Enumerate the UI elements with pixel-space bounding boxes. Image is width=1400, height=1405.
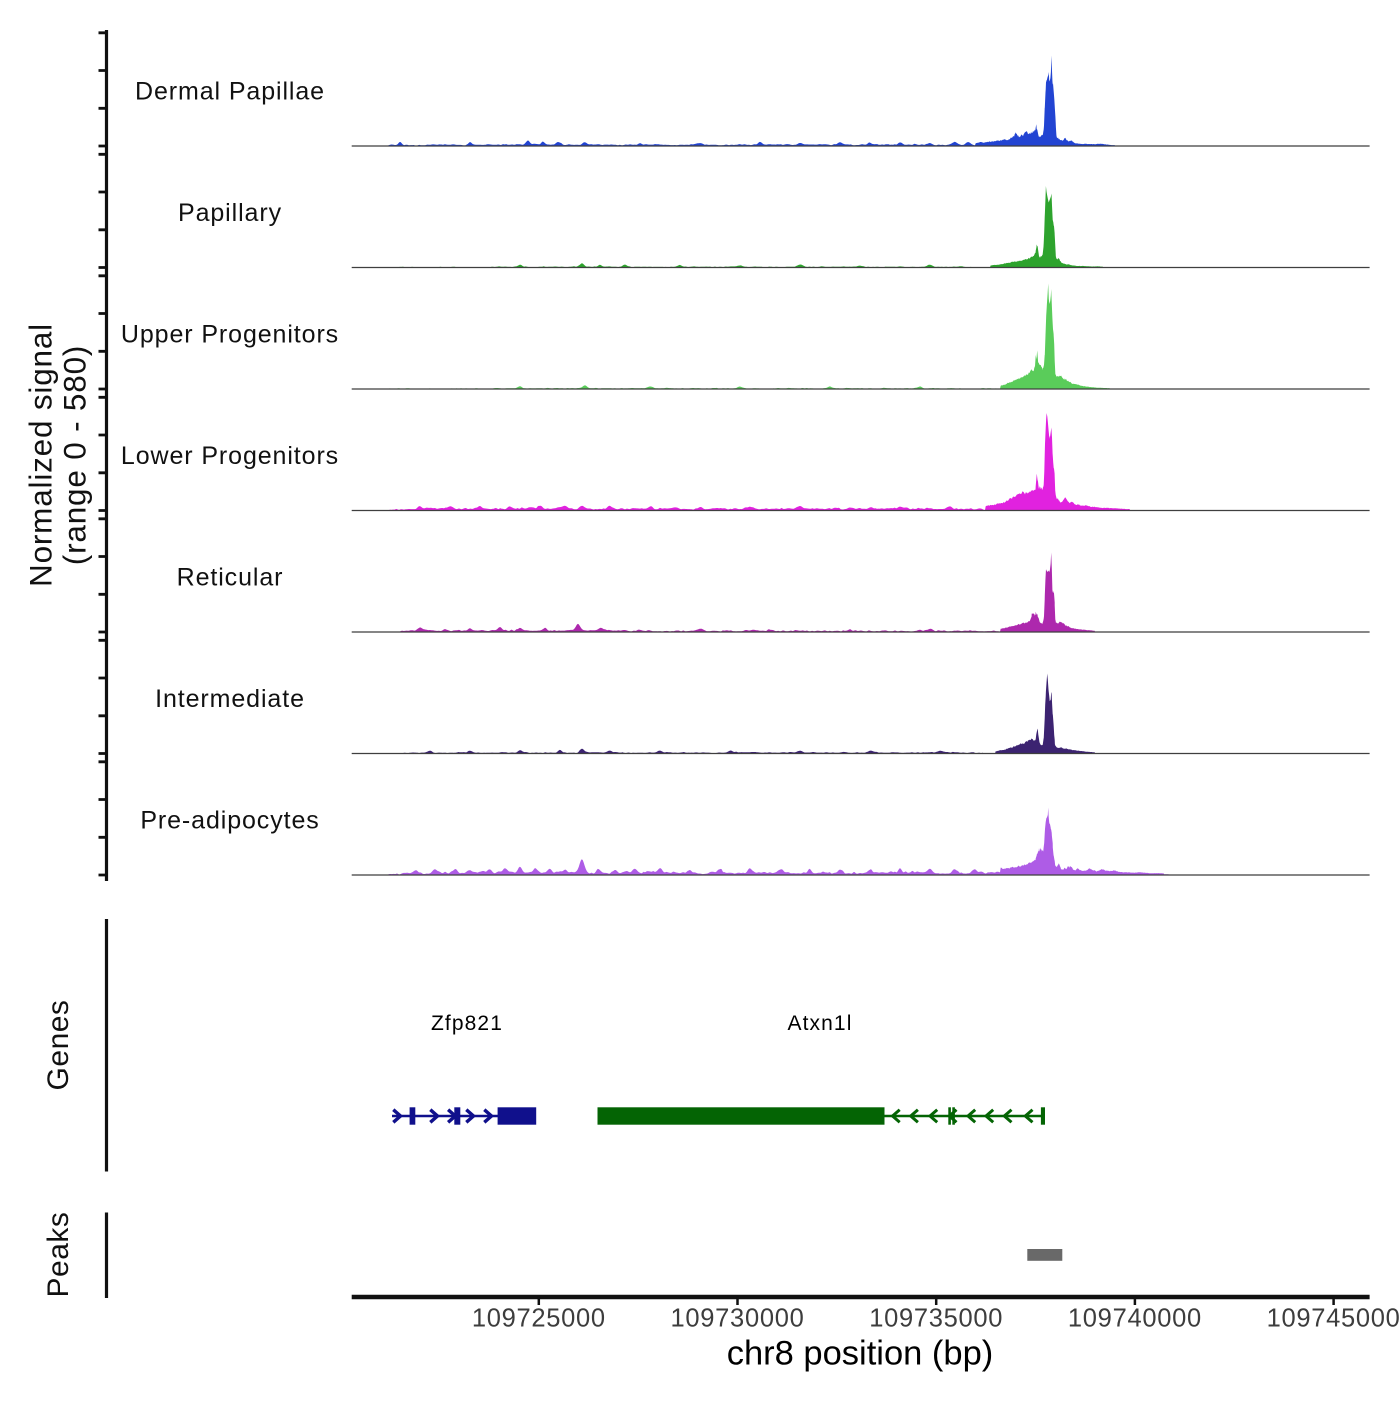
svg-text:Intermediate: Intermediate (155, 685, 305, 713)
svg-text:Peaks: Peaks (42, 1212, 75, 1298)
svg-text:Normalized signal: Normalized signal (23, 323, 59, 587)
svg-text:109735000: 109735000 (869, 1305, 1003, 1333)
svg-text:chr8 position (bp): chr8 position (bp) (727, 1335, 994, 1373)
svg-text:Atxn1l: Atxn1l (788, 1012, 853, 1035)
svg-text:109725000: 109725000 (472, 1305, 606, 1333)
svg-text:(range 0 - 580): (range 0 - 580) (57, 345, 93, 565)
svg-text:Reticular: Reticular (177, 564, 284, 592)
svg-text:Dermal Papillae: Dermal Papillae (135, 78, 325, 106)
svg-text:Zfp821: Zfp821 (431, 1012, 503, 1035)
svg-text:Pre-adipocytes: Pre-adipocytes (140, 807, 319, 835)
svg-text:Genes: Genes (42, 1000, 75, 1091)
svg-text:Papillary: Papillary (178, 199, 282, 227)
svg-text:109745000: 109745000 (1267, 1305, 1400, 1333)
svg-text:Lower Progenitors: Lower Progenitors (121, 442, 339, 470)
svg-text:109730000: 109730000 (671, 1305, 805, 1333)
svg-text:Upper Progenitors: Upper Progenitors (121, 321, 339, 349)
svg-text:109740000: 109740000 (1068, 1305, 1202, 1333)
